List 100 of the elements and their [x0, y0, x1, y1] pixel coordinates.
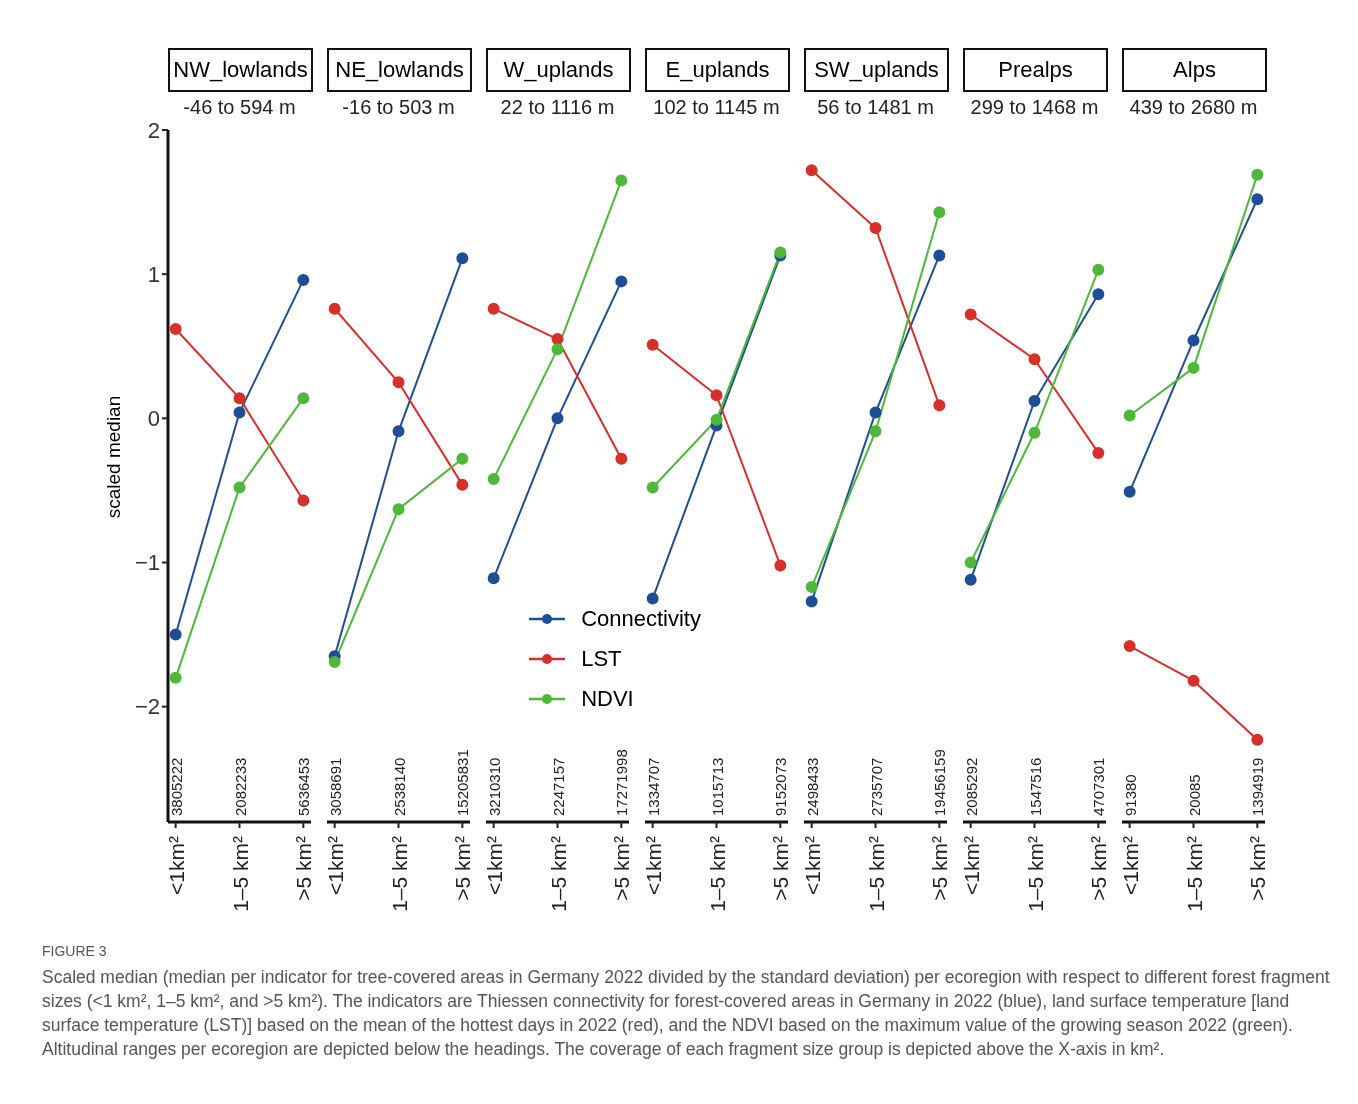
point: [964, 556, 977, 569]
point: [869, 222, 882, 235]
x-tick-label: >5 km²: [1087, 836, 1111, 901]
point: [297, 273, 310, 286]
point: [1092, 446, 1105, 459]
chart-subtitle: 56 to 1481 m: [816, 96, 935, 119]
annotation: 5636453: [295, 757, 313, 816]
annotation: 15205831: [454, 749, 472, 816]
annotation: 1334707: [644, 757, 662, 816]
chart-subtitle: 439 to 2680 m: [1128, 96, 1259, 119]
annotation: 3210310: [485, 757, 503, 816]
annotation: 91380: [1121, 774, 1139, 816]
annotation: 1547516: [1026, 757, 1044, 816]
x-tick-label: >5 km²: [451, 836, 475, 901]
point: [1123, 409, 1136, 422]
legend-label: LST: [581, 646, 622, 672]
annotation: 17271998: [613, 749, 631, 816]
point: [1028, 426, 1041, 439]
point: [964, 308, 977, 321]
point: [169, 628, 182, 641]
text: Scaled median (median per indicator for tree-covered areas in Germany 2022 divided by the standard deviation) per ecoregion with respect to different forest fragment sizes (<1 km², 1–5 km², and >5 km²). The indicators are Thiessen connectivity for forest-covered areas in Germany in 2022 (blue), land surface temperature [land surface temperature (LST)] based on the mean of the hottest days in 2022 (red), and the NDVI based on the maximum value of the growing season 2022 (green). Altitudinal ranges per ecoregion are depicted below the headings. The coverage of each fragment size group is depicted above the X-axis in km².: [42, 966, 1331, 1061]
y-tick-label: 1: [147, 261, 160, 287]
point: [456, 478, 469, 491]
chart-subtitle: -46 to 594 m: [182, 96, 297, 119]
point: [392, 503, 405, 516]
annotation: 1394919: [1249, 757, 1267, 816]
x-tick-label: 1–5 km²: [228, 835, 252, 912]
y-axis-title: scaled median: [103, 395, 125, 519]
point: [1092, 263, 1105, 276]
legend-label: Connectivity: [581, 606, 701, 632]
point: [328, 302, 341, 315]
point: [710, 413, 723, 426]
x-tick-label: <1km²: [1118, 836, 1142, 895]
chart-subtitle: 22 to 1116 m: [499, 96, 616, 119]
x-tick-label: >5 km²: [610, 836, 634, 901]
point: [933, 206, 946, 219]
annotation: 20085: [1185, 774, 1203, 816]
point: [615, 452, 628, 465]
legend-label: NDVI: [581, 686, 634, 712]
annotation: 4707301: [1090, 757, 1108, 816]
y-tick-label: 2: [147, 117, 160, 143]
chart-title: Alps: [1122, 48, 1267, 92]
x-tick-label: 1–5 km²: [864, 835, 888, 912]
annotation: 2085292: [962, 757, 980, 816]
point: [1187, 674, 1200, 687]
point: [1092, 288, 1105, 301]
point: [869, 406, 882, 419]
point: [1123, 485, 1136, 498]
annotation: 2538140: [390, 757, 408, 816]
point: [487, 302, 500, 315]
point: [1187, 361, 1200, 374]
x-tick-label: <1km²: [482, 836, 506, 895]
point: [933, 399, 946, 412]
point: [392, 376, 405, 389]
point: [1251, 733, 1264, 746]
x-tick-label: <1km²: [164, 836, 188, 895]
point: [456, 252, 469, 265]
x-tick-label: >5 km²: [292, 836, 316, 901]
chart-title: NW_lowlands: [168, 48, 313, 92]
point: [169, 671, 182, 684]
point: [933, 249, 946, 262]
x-tick-label: 1–5 km²: [1023, 835, 1047, 912]
point: [233, 481, 246, 494]
point: [1028, 395, 1041, 408]
annotation: 2498433: [803, 757, 821, 816]
point: [328, 655, 341, 668]
point: [805, 595, 818, 608]
point: [551, 412, 564, 425]
chart-subtitle: -16 to 503 m: [341, 96, 456, 119]
point: [646, 338, 659, 351]
x-tick-label: <1km²: [959, 836, 983, 895]
annotation: 3805222: [167, 757, 185, 816]
point: [646, 592, 659, 605]
point: [805, 164, 818, 177]
chart-title: Prealps: [963, 48, 1108, 92]
point: [646, 481, 659, 494]
chart-title: W_uplands: [486, 48, 631, 92]
point: [169, 322, 182, 335]
x-tick-label: 1–5 km²: [1182, 835, 1206, 912]
point: [1123, 640, 1136, 653]
x-tick-label: >5 km²: [769, 836, 793, 901]
point: [964, 573, 977, 586]
x-tick-label: >5 km²: [1246, 836, 1270, 901]
y-tick-label: −1: [134, 550, 160, 576]
point: [487, 472, 500, 485]
x-tick-label: <1km²: [323, 836, 347, 895]
x-tick-label: >5 km²: [928, 836, 952, 901]
point: [615, 174, 628, 187]
annotation: 2735707: [867, 757, 885, 816]
point: [1028, 353, 1041, 366]
point: [297, 494, 310, 507]
x-tick-label: 1–5 km²: [387, 835, 411, 912]
chart-title: E_uplands: [645, 48, 790, 92]
point: [297, 392, 310, 405]
point: [392, 425, 405, 438]
point: [1251, 168, 1264, 181]
chart-subtitle: 299 to 1468 m: [969, 96, 1100, 119]
point: [456, 452, 469, 465]
point: [805, 581, 818, 594]
x-tick-label: 1–5 km²: [546, 835, 570, 912]
